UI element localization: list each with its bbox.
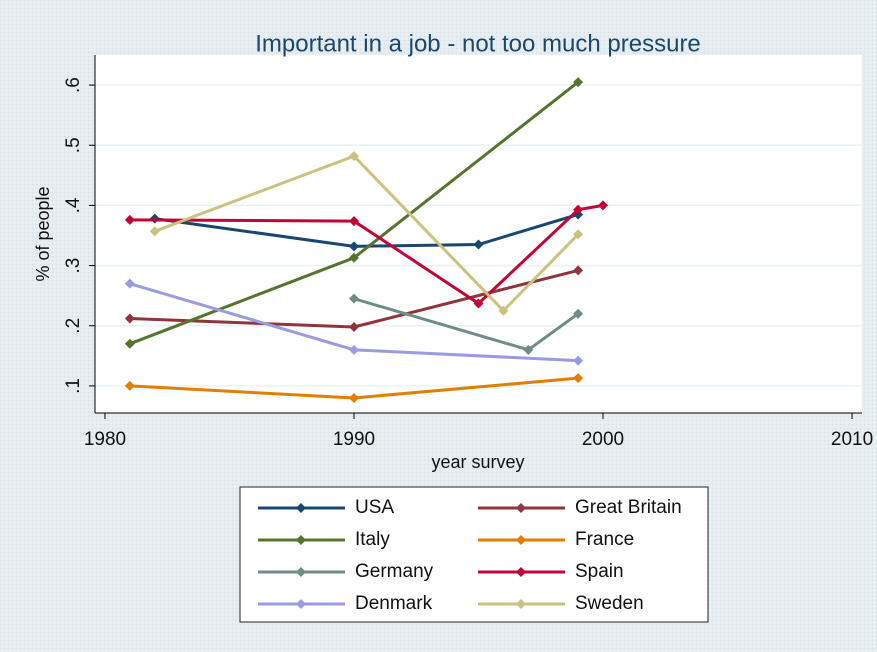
x-axis-label: year survey <box>431 452 524 472</box>
marker <box>149 226 160 237</box>
chart-title: Important in a job - not too much pressu… <box>255 30 701 57</box>
legend-marker <box>296 567 306 577</box>
marker <box>124 278 135 289</box>
legend-marker <box>296 503 306 513</box>
legend-marker <box>296 599 306 609</box>
marker <box>498 305 509 316</box>
marker <box>573 229 584 240</box>
marker <box>124 380 135 391</box>
marker <box>573 373 584 384</box>
x-tick-label: 1980 <box>84 429 126 450</box>
y-tick-label: .4 <box>63 197 84 213</box>
marker <box>573 77 584 88</box>
x-tick-label: 1990 <box>333 429 375 450</box>
y-tick-label: .3 <box>63 258 84 274</box>
y-tick-label: .1 <box>63 378 84 394</box>
legend-marker <box>516 599 526 609</box>
legend-label: Sweden <box>575 593 644 614</box>
series-line <box>154 213 579 248</box>
marker <box>473 239 484 250</box>
plot-area <box>95 55 862 413</box>
marker <box>348 151 359 162</box>
x-tick-label: 2010 <box>831 429 873 450</box>
marker <box>348 293 359 304</box>
legend-marker <box>516 503 526 513</box>
marker <box>124 214 135 225</box>
legend-label: Great Britain <box>575 497 682 518</box>
legend-marker <box>516 567 526 577</box>
marker <box>473 298 484 309</box>
y-axis-label: % of people <box>33 186 53 281</box>
marker <box>348 241 359 252</box>
marker <box>348 252 359 263</box>
marker <box>573 204 584 215</box>
legend-label: USA <box>355 497 394 518</box>
marker <box>348 392 359 403</box>
marker <box>598 200 609 211</box>
legend-marker <box>296 535 306 545</box>
marker <box>573 265 584 276</box>
y-tick-label: .2 <box>63 318 84 334</box>
y-tick-label: .5 <box>63 137 84 153</box>
marker <box>348 344 359 355</box>
marker <box>523 344 534 355</box>
legend-label: Denmark <box>355 593 433 614</box>
legend-marker <box>516 535 526 545</box>
marker <box>573 308 584 319</box>
marker <box>124 313 135 324</box>
marker <box>124 338 135 349</box>
legend-label: Spain <box>575 561 624 582</box>
y-tick-label: .6 <box>63 77 84 93</box>
marker <box>573 355 584 366</box>
series-line <box>154 154 580 313</box>
marker <box>348 216 359 227</box>
legend-label: Italy <box>355 529 390 550</box>
legend-label: France <box>575 529 634 550</box>
x-tick-label: 2000 <box>582 429 624 450</box>
legend-label: Germany <box>355 561 434 582</box>
marker <box>348 321 359 332</box>
